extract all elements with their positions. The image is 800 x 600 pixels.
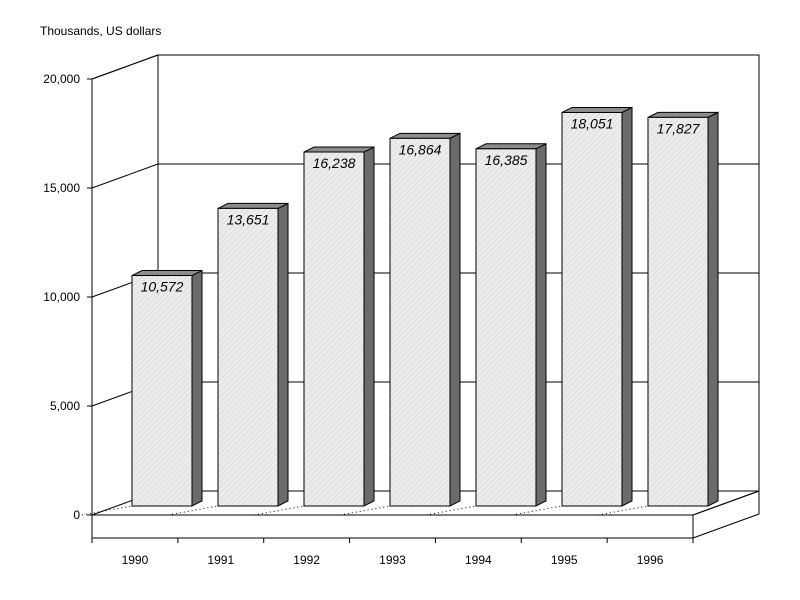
bar-side-face [191,269,203,507]
bar-value-label: 13,651 [227,211,270,227]
y-axis-unit-label: Thousands, US dollars [40,24,161,38]
x-tick-label: 1996 [637,553,664,567]
bar-front-face [389,137,451,507]
bar: 16,238 [253,146,375,516]
y-axis-ticks: 0 5,000 10,000 15,000 20,000 [43,72,92,522]
bar-value-label: 16,238 [313,155,356,171]
gridline-side [91,163,159,189]
bar-side-face [363,146,375,507]
bar-side-face [449,132,461,507]
floor-side-edge [692,490,760,539]
bar-shadow [597,505,649,516]
bar-value-label: 17,827 [657,120,701,136]
y-tick-label: 15,000 [43,181,80,195]
y-tick-label: 5,000 [50,399,80,413]
x-tick-label: 1992 [293,553,320,567]
bar-top-face [217,202,289,209]
floor-front-edge [91,514,694,539]
bar-value-label: 16,864 [399,141,442,157]
bar-shadow [81,505,133,516]
bar: 16,385 [425,142,547,516]
x-tick-label: 1990 [122,553,149,567]
y-tick-label: 10,000 [43,290,80,304]
bar-front-face [303,151,365,507]
bar-shadow [253,505,305,516]
bar-top-face [647,111,719,118]
x-tick-label: 1995 [551,553,578,567]
bar-front-face [475,148,537,507]
bar: 18,051 [511,106,633,516]
bar-shadow [425,505,477,516]
bar-side-face [621,106,633,507]
bar-front-face [217,207,279,507]
bar: 10,572 [81,269,203,516]
bar-shadow [511,505,563,516]
bar-side-face [535,142,547,507]
bar-top-face [475,143,547,150]
bar-value-label: 18,051 [571,115,614,131]
bar-top-face [389,132,461,139]
bar-side-face [707,111,719,507]
x-tick-label: 1993 [379,553,406,567]
bar-value-label: 16,385 [485,152,528,168]
bar: 17,827 [597,111,719,516]
x-axis-ticks: 1990 1991 1992 1993 1994 1995 1996 [91,538,694,567]
bar-front-face [131,275,193,507]
bar: 16,864 [339,132,461,516]
bar-top-face [131,270,203,277]
bar-side-face [277,202,289,507]
bar-top-face [561,106,633,113]
y-tick-label: 20,000 [43,72,80,86]
bar-front-face [647,116,709,507]
x-tick-label: 1994 [465,553,492,567]
bars: 10,572 13,651 16,238 16,864 16,385 18,051 17,8… [81,106,719,516]
bar: 13,651 [167,202,289,516]
y-tick-label: 0 [73,508,80,522]
bar-top-face [303,146,375,153]
bar-shadow [167,505,219,516]
gridline-side [91,54,159,80]
bar-front-face [561,111,623,507]
x-tick-label: 1991 [207,553,234,567]
bar-value-label: 10,572 [141,279,184,295]
bar-shadow [339,505,391,516]
